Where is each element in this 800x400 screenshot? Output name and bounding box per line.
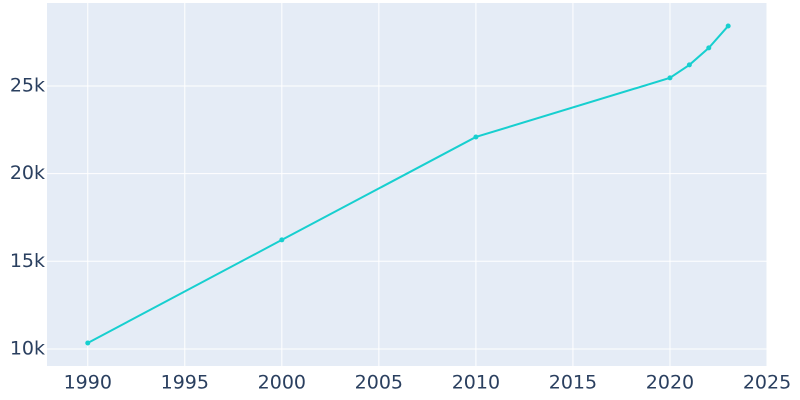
point [279, 237, 285, 243]
x-tick-label: 2010 [452, 372, 500, 394]
x-tick-label: 2025 [743, 372, 791, 394]
y-tick-label: 20k [10, 162, 45, 184]
point [706, 45, 712, 51]
x-tick-label: 2005 [355, 372, 403, 394]
x-tick-label: 2000 [258, 372, 306, 394]
y-tick-label: 15k [10, 250, 45, 272]
y-tick-label: 25k [10, 74, 45, 96]
x-tick-label: 2015 [549, 372, 597, 394]
x-tick-label: 1995 [161, 372, 209, 394]
point [725, 23, 731, 29]
plot-area [47, 3, 767, 366]
point [85, 340, 91, 346]
point [473, 134, 479, 140]
y-tick-label: 10k [10, 337, 45, 359]
x-tick-label: 2020 [646, 372, 694, 394]
point [667, 75, 673, 81]
x-tick-label: 1990 [64, 372, 112, 394]
point [686, 62, 692, 68]
